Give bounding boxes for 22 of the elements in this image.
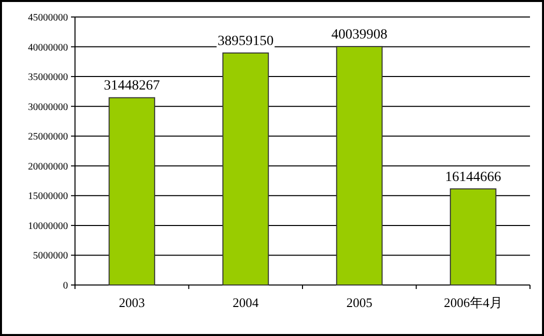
x-tick-label: 2003 <box>118 295 145 310</box>
y-tick-label: 15000000 <box>28 191 68 202</box>
data-label: 31448267 <box>104 78 160 94</box>
y-tick-label: 5000000 <box>33 250 68 262</box>
y-tick-label: 30000000 <box>28 102 68 113</box>
y-tick-label: 20000000 <box>28 161 68 172</box>
y-tick-label: 10000000 <box>28 220 68 232</box>
data-label: 16144666 <box>445 170 502 185</box>
x-tick-label: 2004 <box>232 295 260 310</box>
x-tick-label: 2006年4月 <box>444 295 502 310</box>
bar <box>450 188 496 286</box>
bar <box>222 52 269 286</box>
y-tick-label: 35000000 <box>28 72 68 84</box>
bar <box>108 97 156 286</box>
x-tick-label: 2005 <box>346 295 372 310</box>
y-tick-label: 0 <box>63 280 68 292</box>
data-label: 38959150 <box>218 34 274 49</box>
bar <box>336 46 383 286</box>
y-tick-label: 40000000 <box>28 42 68 54</box>
data-label: 40039908 <box>331 28 388 43</box>
y-tick-label: 45000000 <box>28 12 68 24</box>
y-tick-label: 25000000 <box>28 132 68 143</box>
